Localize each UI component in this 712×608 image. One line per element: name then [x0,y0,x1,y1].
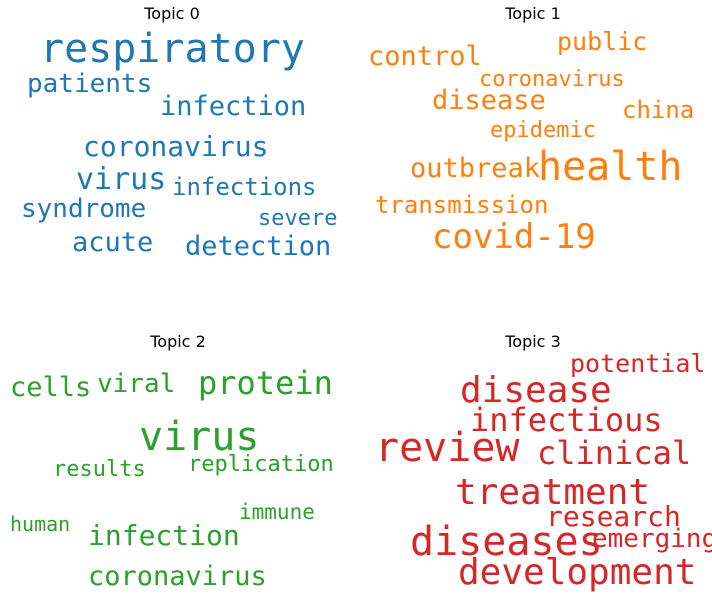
word-public: public [557,27,647,56]
word-outbreak: outbreak [410,153,540,184]
word-cells: cells [10,372,91,403]
word-emerging: emerging [592,524,712,554]
word-clinical: clinical [537,434,691,472]
word-china: china [622,96,694,124]
word-research: research [546,500,681,533]
word-covid-19: covid-19 [432,217,596,257]
word-diseases: diseases [410,519,603,565]
word-coronavirus: coronavirus [479,67,625,92]
word-patients: patients [27,69,152,99]
word-infectious: infectious [470,401,663,439]
word-replication: replication [188,452,334,477]
word-disease: disease [432,85,546,116]
topic-title: Topic 1 [504,4,561,23]
word-virus: virus [76,162,166,197]
word-severe: severe [258,206,337,231]
word-human: human [10,512,70,536]
word-treatment: treatment [455,472,650,513]
word-review: review [375,425,520,471]
word-disease: disease [460,370,612,411]
word-infection: infection [88,519,240,552]
word-transmission: transmission [375,191,548,219]
word-virus: virus [139,414,259,460]
topic-title: Topic 3 [504,332,561,351]
word-coronavirus: coronavirus [88,561,267,592]
word-health: health [538,144,683,190]
word-syndrome: syndrome [21,194,146,224]
word-potential: potential [570,349,705,378]
word-control: control [368,41,482,72]
word-coronavirus: coronavirus [83,130,268,163]
word-protein: protein [198,364,333,402]
word-infections: infections [172,173,317,201]
word-results: results [53,457,146,482]
word-epidemic: epidemic [490,118,596,143]
topic-title: Topic 2 [149,332,206,351]
word-detection: detection [185,231,331,262]
word-respiratory: respiratory [40,26,305,72]
word-development: development [458,552,696,593]
word-acute: acute [72,227,153,258]
word-infection: infection [160,91,306,122]
word-viral: viral [97,369,175,399]
word-immune: immune [239,500,315,524]
topic-title: Topic 0 [143,4,200,23]
